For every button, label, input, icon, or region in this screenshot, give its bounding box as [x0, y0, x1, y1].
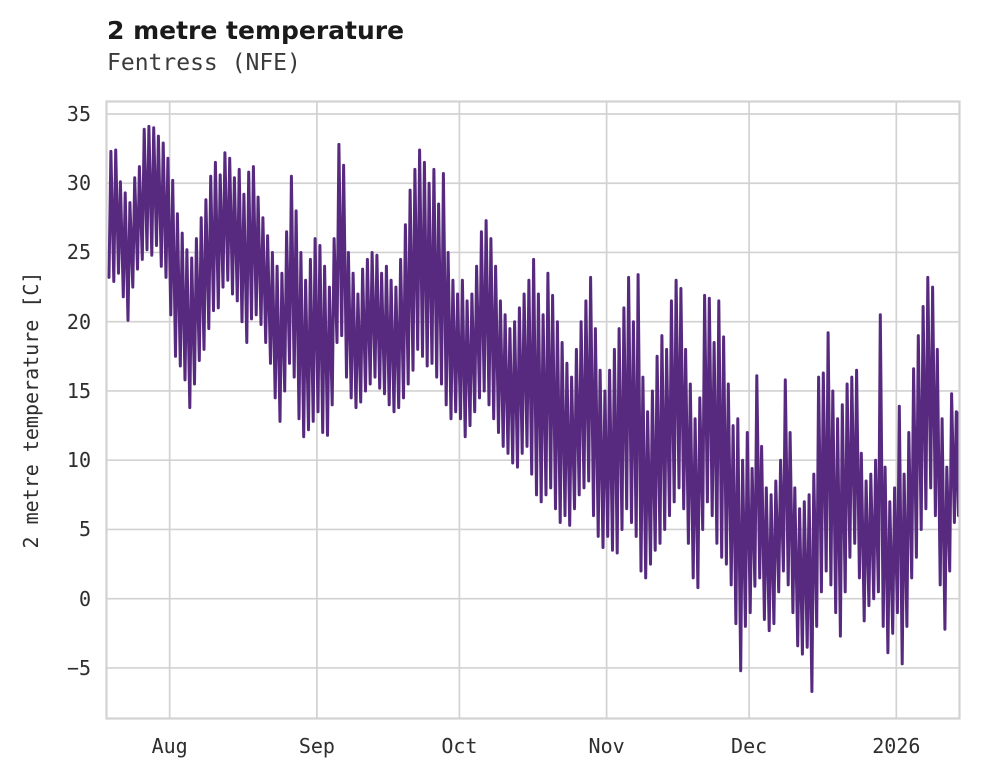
- y-tick-label: 30: [66, 171, 91, 196]
- y-tick-label: 20: [66, 309, 91, 334]
- temperature-series-line: [107, 124, 960, 693]
- y-tick-label: 10: [66, 448, 91, 473]
- x-tick-label: Oct: [441, 734, 478, 758]
- x-tick-label: Nov: [588, 734, 625, 758]
- chart-title: 2 metre temperature: [107, 16, 405, 45]
- x-tick-label: Sep: [298, 734, 335, 758]
- x-tick-label: Aug: [151, 734, 188, 758]
- x-tick-label: 2026: [872, 734, 921, 758]
- y-tick-label: 25: [66, 240, 91, 265]
- y-tick-label: 15: [66, 378, 91, 403]
- y-tick-label: −5: [66, 655, 91, 680]
- y-tick-label: 0: [78, 586, 91, 611]
- plot-border: [105, 100, 961, 720]
- chart-subtitle: Fentress (NFE): [107, 50, 301, 76]
- y-tick-label: 5: [78, 517, 91, 542]
- x-tick-label: Dec: [731, 734, 768, 758]
- y-tick-label: 35: [66, 101, 91, 126]
